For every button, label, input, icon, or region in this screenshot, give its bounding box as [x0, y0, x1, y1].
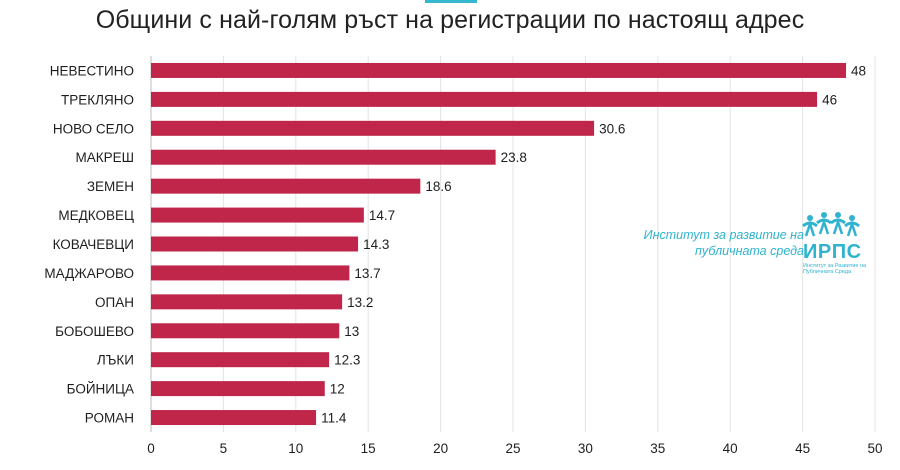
bar	[151, 207, 364, 223]
value-label: 30.6	[599, 121, 625, 136]
bar	[151, 323, 340, 339]
category-label: МЕДКОВЕЦ	[58, 208, 134, 223]
category-label: БОБОШЕВО	[55, 324, 134, 339]
value-label: 12	[330, 382, 345, 397]
value-label: 46	[822, 92, 837, 107]
category-label: НОВО СЕЛО	[53, 121, 134, 136]
bar	[151, 178, 421, 194]
top-accent-line	[425, 0, 477, 3]
value-label: 14.7	[369, 208, 395, 223]
category-label: ТРЕКЛЯНО	[61, 92, 134, 107]
bar	[151, 410, 317, 426]
value-label: 13	[344, 324, 359, 339]
value-label: 12.3	[334, 353, 360, 368]
bar	[151, 352, 330, 368]
category-label: НЕВЕСТИНО	[50, 63, 134, 78]
irps-logo: Институт за развитие на публичната среда…	[620, 208, 870, 278]
x-tick-label: 50	[867, 441, 882, 456]
bar	[151, 294, 343, 310]
logo-text-line1: Институт за развитие на	[643, 228, 804, 242]
category-label: ЛЪКИ	[97, 353, 134, 368]
bar	[151, 120, 595, 136]
x-tick-label: 35	[650, 441, 665, 456]
value-label: 11.4	[321, 411, 347, 426]
bar	[151, 265, 350, 281]
bar	[151, 149, 496, 165]
category-label: ЗЕМЕН	[87, 179, 134, 194]
category-label: РОМАН	[85, 411, 134, 426]
category-label: БОЙНИЦА	[67, 382, 134, 397]
category-label: МАКРЕШ	[76, 150, 135, 165]
bar	[151, 381, 325, 397]
chart-title: Общини с най-голям ръст на регистрации п…	[95, 6, 805, 34]
category-label: МАДЖАРОВО	[44, 266, 134, 281]
bar	[151, 236, 359, 252]
logo-subline: Институт за Развитие на Публичната Среда	[803, 263, 867, 275]
bar	[151, 62, 847, 78]
x-tick-label: 5	[220, 441, 228, 456]
value-label: 13.7	[354, 266, 380, 281]
value-label: 13.2	[347, 295, 373, 310]
x-tick-label: 25	[505, 441, 520, 456]
value-label: 23.8	[501, 150, 527, 165]
logo-text-line2: публичната среда	[694, 244, 804, 258]
x-tick-label: 15	[361, 441, 376, 456]
x-tick-label: 40	[723, 441, 738, 456]
x-tick-label: 30	[578, 441, 593, 456]
value-label: 14.3	[363, 237, 389, 252]
x-tick-label: 45	[795, 441, 810, 456]
bar	[151, 91, 818, 107]
x-tick-label: 20	[433, 441, 448, 456]
category-label: КОВАЧЕВЦИ	[53, 237, 134, 252]
x-tick-label: 10	[288, 441, 303, 456]
value-label: 48	[851, 63, 866, 78]
logo-abbreviation: ИРПС	[803, 241, 862, 263]
x-tick-label: 0	[147, 441, 155, 456]
people-figures-logo-icon	[802, 212, 860, 237]
value-label: 18.6	[425, 179, 451, 194]
category-label: ОПАН	[95, 295, 134, 310]
